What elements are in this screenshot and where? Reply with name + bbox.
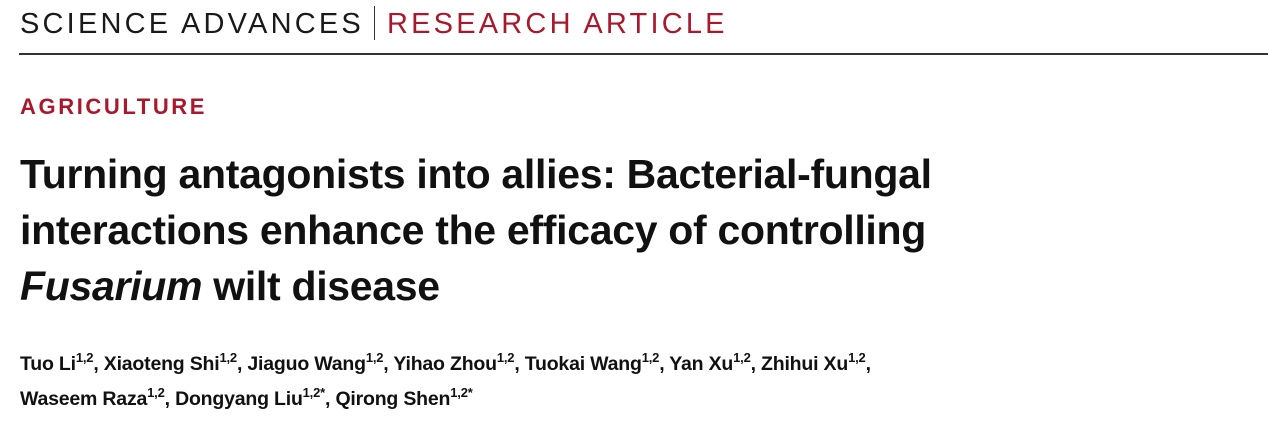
author-name: Dongyang Liu xyxy=(175,388,303,410)
title-italic: Fusarium xyxy=(20,263,203,309)
author: Dongyang Liu1,2*, xyxy=(175,385,336,410)
affiliation-marker: 1,2 xyxy=(733,350,751,365)
affiliation-marker: 1,2 xyxy=(848,350,866,365)
affiliation-marker: 1,2* xyxy=(450,385,473,400)
affiliation-marker: 1,2 xyxy=(147,385,165,400)
affiliation-marker: 1,2 xyxy=(641,350,660,365)
author-separator: , xyxy=(750,353,762,375)
author-line: Tuo Li1,2, Xiaoteng Shi1,2, Jiaguo Wang1… xyxy=(20,347,871,382)
author-separator: , xyxy=(236,353,248,375)
journal-header: SCIENCE ADVANCES RESEARCH ARTICLE xyxy=(20,6,728,42)
author-name: Waseem Raza xyxy=(20,388,148,410)
title-line: Fusarium wilt disease xyxy=(20,258,932,314)
author-name: Xiaoteng Shi xyxy=(103,353,220,375)
author: Waseem Raza1,2, xyxy=(20,385,176,410)
affiliation-marker: 1,2 xyxy=(365,350,384,365)
header-rule xyxy=(19,53,1268,55)
author: Yihao Zhou1,2, xyxy=(393,350,525,375)
author: Zhihui Xu1,2, xyxy=(761,350,871,375)
author: Tuo Li1,2, xyxy=(20,350,104,375)
author: Qirong Shen1,2* xyxy=(335,385,473,410)
header-divider xyxy=(373,6,375,40)
author-name: Qirong Shen xyxy=(335,388,451,410)
author-separator: , xyxy=(325,388,336,410)
author-separator: , xyxy=(93,353,104,375)
affiliation-marker: 1,2 xyxy=(75,350,94,365)
section-label: AGRICULTURE xyxy=(20,94,208,119)
affiliation-marker: 1,2* xyxy=(302,385,326,400)
title-line: interactions enhance the efficacy of con… xyxy=(20,207,926,253)
journal-name: SCIENCE ADVANCES xyxy=(20,8,364,40)
author-name: Tuo Li xyxy=(20,353,76,375)
affiliation-marker: 1,2 xyxy=(219,350,237,365)
author-separator: , xyxy=(865,353,871,375)
author: Tuokai Wang1,2, xyxy=(524,350,670,375)
author-name: Yihao Zhou xyxy=(393,353,497,375)
author-name: Zhihui Xu xyxy=(761,353,849,375)
author: Jiaguo Wang1,2, xyxy=(247,350,394,375)
author: Xiaoteng Shi1,2, xyxy=(103,350,248,375)
author-list: Tuo Li1,2, Xiaoteng Shi1,2, Jiaguo Wang1… xyxy=(20,347,871,417)
title-line: Turning antagonists into allies: Bacteri… xyxy=(20,151,932,197)
author-line: Waseem Raza1,2, Dongyang Liu1,2*, Qirong… xyxy=(20,382,871,417)
author-name: Tuokai Wang xyxy=(524,353,642,375)
title-rest: wilt disease xyxy=(202,263,440,309)
article-type: RESEARCH ARTICLE xyxy=(386,8,728,40)
author-separator: , xyxy=(383,353,394,375)
author: Yan Xu1,2, xyxy=(669,350,762,375)
author-separator: , xyxy=(164,388,176,410)
author-separator: , xyxy=(659,353,670,375)
affiliation-marker: 1,2 xyxy=(496,350,515,365)
article-title: Turning antagonists into allies: Bacteri… xyxy=(20,146,932,314)
author-name: Jiaguo Wang xyxy=(247,353,366,375)
author-separator: , xyxy=(514,353,525,375)
author-name: Yan Xu xyxy=(669,353,734,375)
